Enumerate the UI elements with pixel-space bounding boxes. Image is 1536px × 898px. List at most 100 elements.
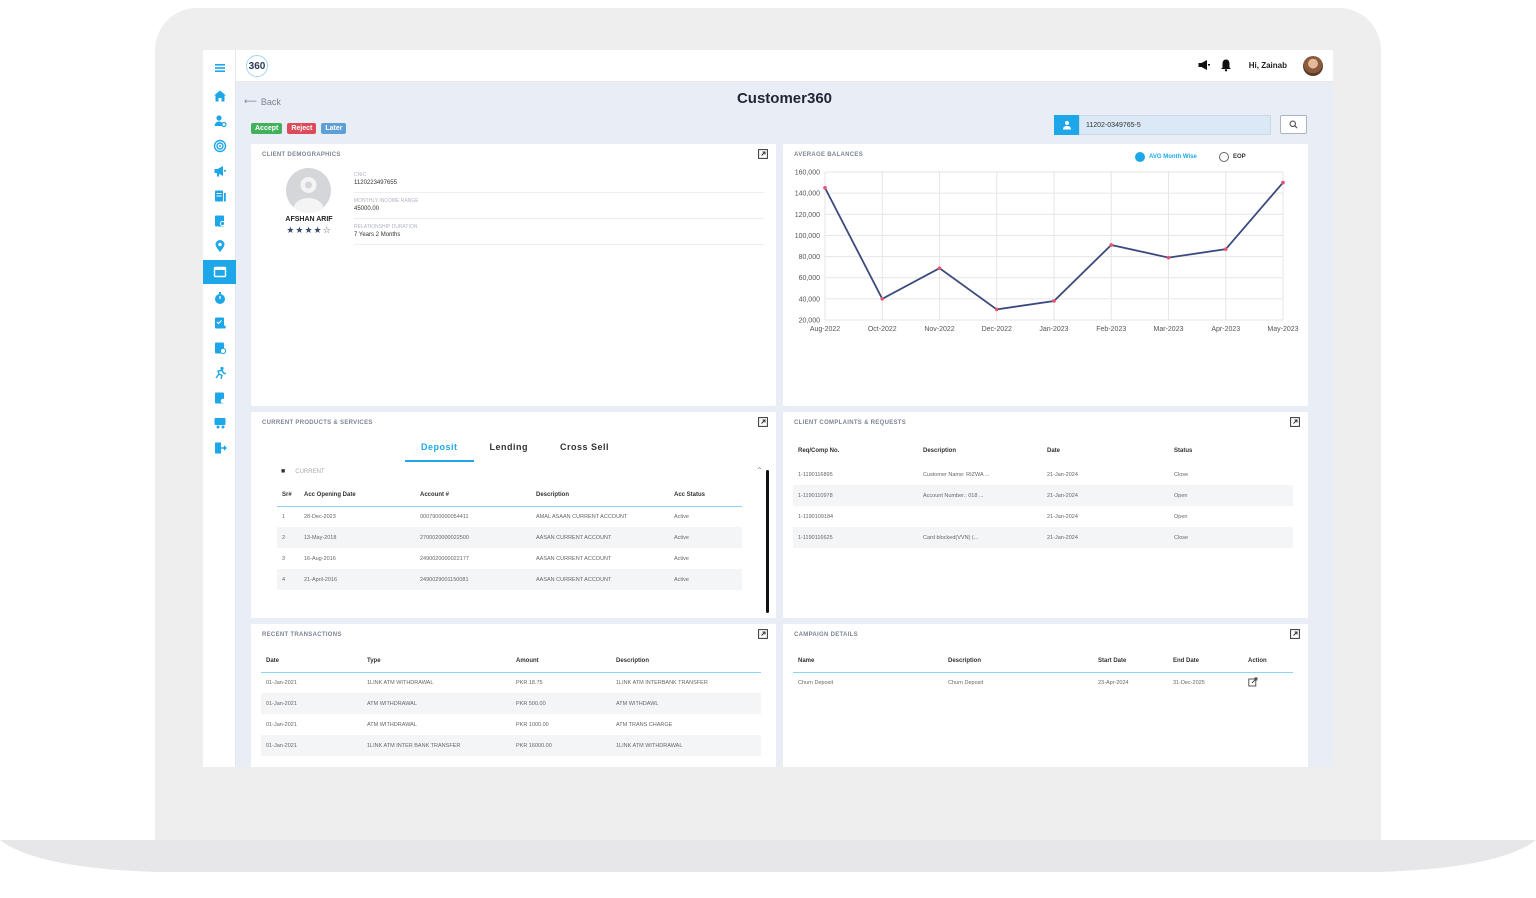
user-avatar[interactable] [1303,56,1323,76]
campaign-row[interactable]: Churn Deposit Churn Deposit 23-Apr-2024 31-… [793,672,1293,693]
table-cell: Card blocked(VVN) (... [918,527,1042,548]
table-cell: 16-Aug-2016 [304,555,336,562]
tab-deposit[interactable]: Deposit [405,442,474,462]
search-button[interactable] [1280,115,1307,134]
table-cell: 01-Jan-2021 [266,679,297,686]
x-tick-label: May-2023 [1267,326,1298,333]
app-logo[interactable]: 360 [246,55,268,77]
megaphone-icon[interactable] [203,159,236,183]
tab-cross-sell[interactable]: Cross Sell [560,442,610,452]
transaction-row[interactable]: 01-Jan-2021 ATM WITHDRAWAL PKR 1000.00 ATM … [261,714,761,735]
table-cell: 1LINK ATM WITHDRAWAL [611,735,761,756]
scrollbar[interactable] [766,470,769,613]
complaint-row[interactable]: 1-1190110978 Account Number.: 018 ... 21-J… [793,485,1293,506]
x-tick-label: Nov-2022 [924,326,954,333]
products-table: Sr# Acc Opening Date Account # Description A… [277,484,742,590]
expand-icon[interactable] [1290,417,1300,427]
expand-icon[interactable] [1290,629,1300,639]
x-tick-label: Aug-2022 [810,326,840,333]
app-screen: 360 Hi, Zainab ⟵ Back Customer360 Accept … [203,50,1333,767]
table-cell: 2490020000022177 [420,555,469,562]
transaction-row[interactable]: 01-Jan-2021 1LINK ATM WITHDRAWAL PKR 18.75… [261,672,761,693]
reject-button[interactable]: Reject [287,123,317,134]
table-cell: Account Number.: 018 ... [918,485,1042,506]
table-cell: Churn Deposit [798,679,834,686]
logout-icon[interactable] [203,436,236,460]
table-cell: 1-1190116895 [798,471,833,478]
complaint-row[interactable]: 1-1190109184 21-Jan-2024 Open [793,506,1293,527]
file-gear-icon[interactable] [203,386,236,410]
table-cell: AASAN CURRENT ACCOUNT [536,555,612,562]
recent-transactions-card: RECENT TRANSACTIONS Date Type Amount Descri… [251,624,776,767]
expand-icon[interactable] [758,149,768,159]
table-cell: Close [1169,527,1293,548]
table-cell: 1LINK ATM INTER BANK TRANSFER [362,735,511,756]
table-cell: PKR 1000.00 [516,721,549,728]
legend-avg-month[interactable]: AVG Month Wise [1135,152,1197,162]
search-icon [1289,120,1298,129]
radio-unchecked-icon [1219,152,1229,162]
expand-icon[interactable] [758,629,768,639]
product-row[interactable]: 2 13-May-2018 2700020000022500 AASAN CURREN… [277,527,742,548]
home-icon[interactable] [203,84,236,108]
location-icon[interactable] [203,234,236,258]
table-cell: 23-Apr-2024 [1098,679,1129,686]
data-point [1052,299,1056,303]
table-cell: 28-Dec-2023 [304,513,336,520]
customer-card-icon[interactable] [203,260,236,284]
y-tick-label: 100,000 [795,233,820,240]
table-cell: Active [674,555,689,562]
complaint-row[interactable]: 1-1190116625 Card blocked(VVN) (... 21-Jan… [793,527,1293,548]
accept-button[interactable]: Accept [251,123,283,134]
x-tick-label: Feb-2023 [1096,326,1126,333]
edit-share-icon[interactable] [1248,677,1258,689]
checklist-icon[interactable] [203,311,236,335]
table-cell: 2490029001150081 [415,569,531,590]
team-icon[interactable] [203,411,236,435]
transactions-table: Date Type Amount Description 01-Jan-2021 1LI… [261,650,761,756]
product-row[interactable]: 1 28-Dec-2023 0007900000054411 AMAL ASAAN C… [277,506,742,527]
document-settings-icon[interactable] [203,209,236,233]
timer-icon[interactable] [203,286,236,310]
user-settings-icon[interactable] [203,109,236,133]
target-icon[interactable] [203,134,236,158]
announcement-icon[interactable] [1197,58,1211,72]
back-arrow-icon: ⟵ [244,96,257,106]
file-settings-icon[interactable] [203,336,236,360]
table-cell: Open [1169,485,1293,506]
people-run-icon[interactable] [203,361,236,385]
transaction-row[interactable]: 01-Jan-2021 ATM WITHDRAWAL PKR 500.00 ATM W… [261,693,761,714]
tab-lending[interactable]: Lending [489,442,529,452]
data-point [1166,255,1171,260]
report-icon[interactable] [203,184,236,208]
client-name: AFSHAN ARIF [285,216,333,223]
complaint-row[interactable]: 1-1190116895 Customer Name: RIZWA ... 21-J… [793,464,1293,485]
table-cell: 01-Jan-2021 [261,693,362,714]
table-cell: 21-April-2016 [299,569,415,590]
back-link[interactable]: ⟵ Back [244,96,281,107]
transaction-row[interactable]: 01-Jan-2021 1LINK ATM INTER BANK TRANSFER… [261,735,761,756]
table-cell: 1-1190116625 [793,527,918,548]
later-button[interactable]: Later [321,123,347,134]
notification-bell-icon[interactable] [1219,58,1233,72]
card-title: CLIENT COMPLAINTS & REQUESTS [794,420,907,426]
table-cell: 01-Jan-2021 [261,735,362,756]
card-title: CAMPAIGN DETAILS [794,632,858,638]
y-tick-label: 40,000 [799,296,821,303]
table-cell: 21-Jan-2024 [1042,527,1169,548]
client-demographics-card: CLIENT DEMOGRAPHICS AFSHAN ARIF ★★★★☆ CN… [251,144,776,406]
data-point [1281,180,1285,185]
menu-icon[interactable] [203,56,236,80]
top-bar: 360 Hi, Zainab [236,50,1333,82]
x-tick-label: Apr-2023 [1211,326,1240,333]
card-title: CURRENT PRODUCTS & SERVICES [262,420,373,426]
section-header[interactable]: ■ CURRENT ⌃ [281,466,763,475]
product-row[interactable]: 4 21-April-2016 2490029001150081 AASAN CURR… [277,569,742,590]
legend-eop[interactable]: EOP [1219,152,1246,162]
table-cell: 0007900000054411 [420,513,469,520]
product-row[interactable]: 3 16-Aug-2016 2490020000022177 AASAN CURREN… [277,548,742,569]
cnic-search-input[interactable] [1079,115,1271,135]
expand-icon[interactable] [758,417,768,427]
table-cell: Active [669,527,742,548]
info-relationship: RELATIONSHIP DURATION 7 Years 2 Months [354,224,764,245]
